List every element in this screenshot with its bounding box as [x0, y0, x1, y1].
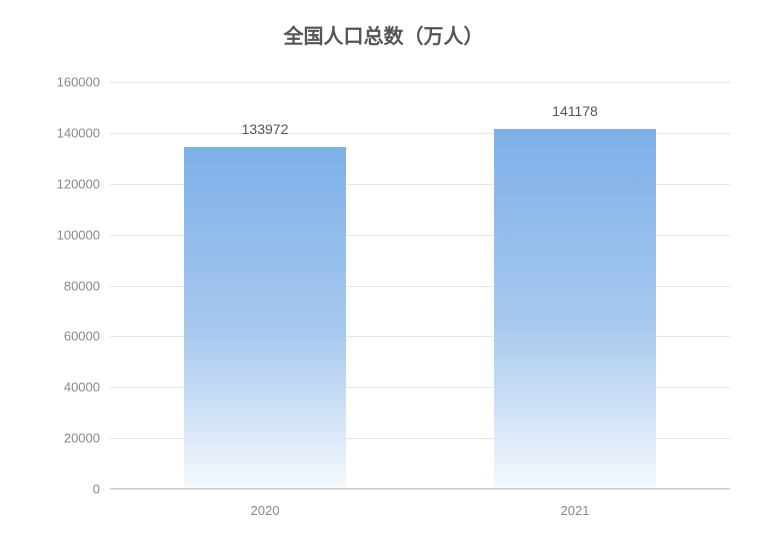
gridline: [110, 489, 730, 490]
y-tick-label: 40000: [64, 380, 110, 395]
chart-title: 全国人口总数（万人）: [0, 20, 767, 49]
y-tick-label: 160000: [57, 75, 110, 90]
plot-area: 0200004000060000800001000001200001400001…: [110, 82, 730, 489]
y-tick-label: 140000: [57, 125, 110, 140]
y-tick-label: 20000: [64, 431, 110, 446]
population-bar-chart: 全国人口总数（万人） 02000040000600008000010000012…: [0, 0, 767, 554]
bar-2020: [184, 147, 345, 488]
x-tick-label: 2021: [561, 503, 590, 518]
y-tick-label: 60000: [64, 329, 110, 344]
y-tick-label: 0: [93, 482, 110, 497]
y-tick-label: 100000: [57, 227, 110, 242]
bar-2021: [494, 129, 655, 488]
y-tick-label: 80000: [64, 278, 110, 293]
y-tick-label: 120000: [57, 176, 110, 191]
bar-value-label: 133972: [242, 121, 289, 137]
gridline: [110, 82, 730, 83]
x-tick-label: 2020: [251, 503, 280, 518]
bar-value-label: 141178: [552, 103, 598, 119]
